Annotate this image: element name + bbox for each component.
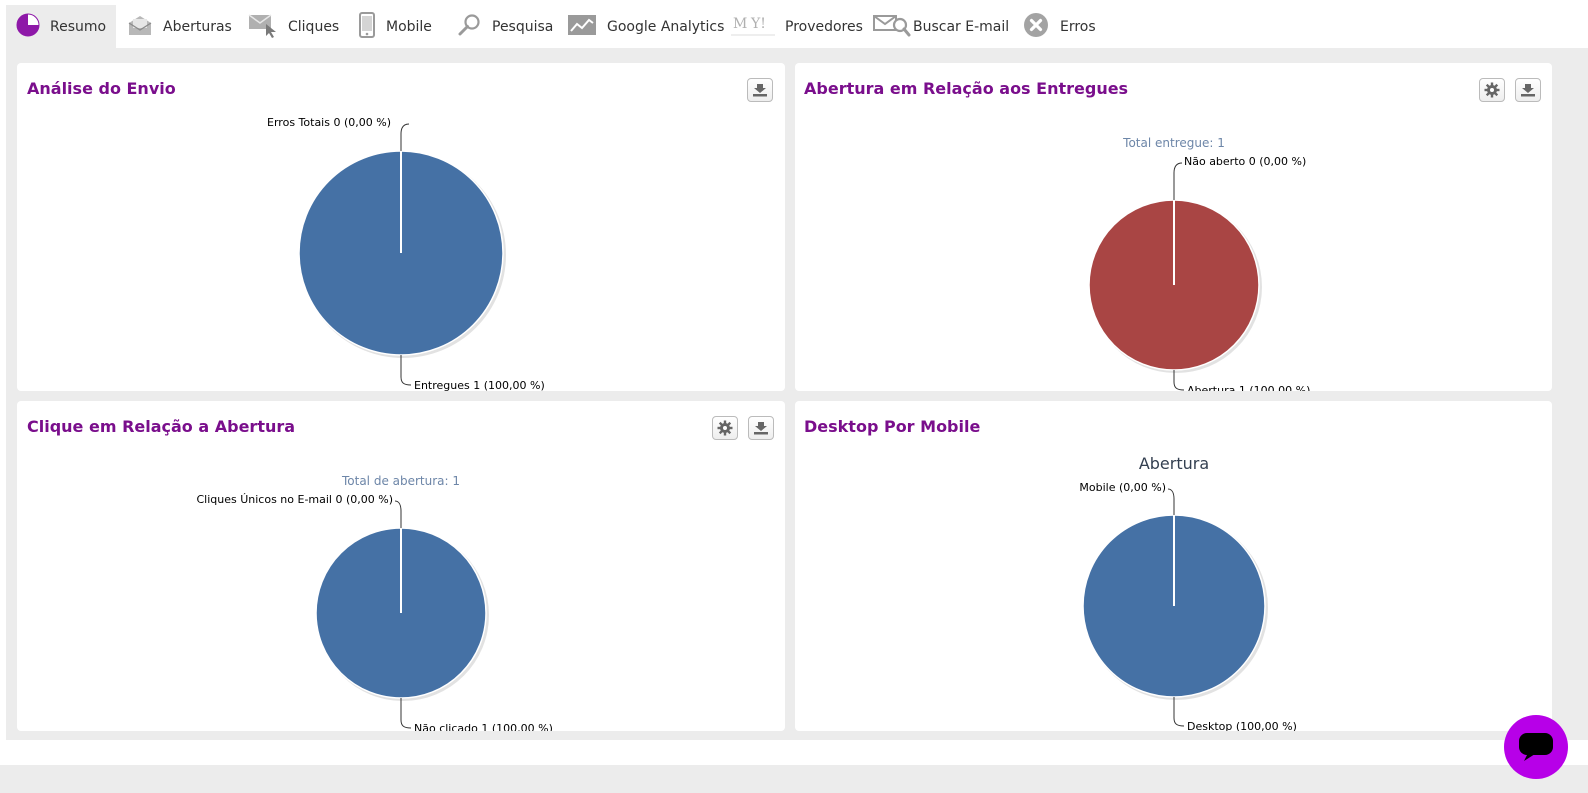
panel-analise-envio: Erros Totais 0 (0,00 %) Entregues 1 (100,… [17, 63, 785, 391]
pie-chart-desktop-mobile: Mobile (0,00 %) Desktop (100,00 %) Abertur… [1079, 454, 1297, 731]
data-label: Não aberto 0 (0,00 %) [1184, 155, 1306, 168]
search-email-icon [873, 12, 911, 42]
data-label: Entregues 1 (100,00 %) [414, 379, 545, 391]
chart-subtitle: Total de abertura: 1 [341, 474, 460, 488]
data-label: Abertura 1 (100,00 %) [1187, 384, 1310, 391]
panel-clique-abertura: Cliques Únicos no E-mail 0 (0,00 %) Não c… [17, 401, 785, 731]
download-icon [754, 422, 768, 435]
panel-title: Análise do Envio [27, 79, 176, 98]
tab-resumo[interactable]: Resumo [6, 5, 116, 48]
svg-text:M: M [733, 16, 747, 32]
svg-text:Y!: Y! [750, 16, 766, 32]
tab-label: Provedores [785, 18, 863, 35]
analytics-chart-icon [567, 14, 597, 40]
tab-label: Mobile [386, 18, 432, 35]
tab-google-analytics[interactable]: Google Analytics [567, 5, 724, 48]
tab-provedores[interactable]: M Y! Provedores [731, 5, 863, 48]
label-connector [1173, 697, 1185, 727]
footer-strip [0, 765, 1588, 793]
panel-title: Clique em Relação a Abertura [27, 417, 296, 436]
gear-icon [1484, 82, 1500, 98]
panel-desktop-mobile: Mobile (0,00 %) Desktop (100,00 %) Abertur… [795, 401, 1552, 731]
data-label: Mobile (0,00 %) [1079, 481, 1166, 494]
providers-logo-icon: M Y! [731, 13, 775, 41]
tab-label: Buscar E-mail [913, 18, 1010, 35]
search-icon [458, 13, 482, 41]
pie-chart-icon [16, 13, 40, 41]
tab-mobile[interactable]: Mobile [358, 5, 432, 48]
settings-button[interactable] [712, 416, 738, 440]
chart-subtitle: Total entregue: 1 [1122, 136, 1225, 150]
label-connector [1173, 370, 1185, 391]
data-label: Não clicado 1 (100,00 %) [414, 722, 553, 731]
label-connector [1167, 488, 1175, 515]
settings-button[interactable] [1479, 78, 1505, 102]
tab-bar: Resumo Aberturas Cliques Mobile Pesquisa… [0, 0, 1588, 48]
pie-chart-entregues: Não aberto 0 (0,00 %) Abertura 1 (100,00 … [1088, 136, 1310, 391]
pie-chart-envio: Erros Totais 0 (0,00 %) Entregues 1 (100,… [267, 116, 545, 391]
pie-chart-clique: Cliques Únicos no E-mail 0 (0,00 %) Não c… [196, 474, 553, 731]
download-icon [1521, 84, 1535, 97]
download-icon [753, 84, 767, 97]
panel-title: Desktop Por Mobile [804, 417, 981, 436]
tab-buscar-email[interactable]: Buscar E-mail [873, 5, 1009, 48]
tab-label: Resumo [50, 18, 107, 35]
tab-label: Cliques [288, 18, 340, 35]
download-button[interactable] [748, 416, 774, 440]
chart-title: Abertura [1139, 454, 1209, 473]
label-connector [400, 123, 410, 151]
open-envelope-icon [127, 13, 153, 41]
tab-cliques[interactable]: Cliques [248, 5, 339, 48]
click-envelope-icon [248, 12, 278, 42]
data-label: Erros Totais 0 (0,00 %) [267, 116, 391, 129]
chat-button[interactable] [1504, 715, 1568, 779]
tab-pesquisa[interactable]: Pesquisa [458, 5, 553, 48]
gear-icon [717, 420, 733, 436]
panel-abertura-entregues: Não aberto 0 (0,00 %) Abertura 1 (100,00 … [795, 63, 1552, 391]
download-button[interactable] [1515, 78, 1541, 102]
panel-title: Abertura em Relação aos Entregues [804, 79, 1129, 98]
tab-label: Pesquisa [492, 18, 554, 35]
error-x-icon [1023, 12, 1049, 42]
chat-bubble-icon [1519, 733, 1553, 761]
data-label: Cliques Únicos no E-mail 0 (0,00 %) [196, 493, 393, 506]
tab-label: Google Analytics [607, 18, 725, 35]
label-connector [400, 698, 412, 729]
tab-erros[interactable]: Erros [1023, 5, 1096, 48]
label-connector [400, 355, 412, 386]
label-connector [1173, 162, 1183, 200]
mobile-phone-icon [358, 11, 376, 42]
tab-label: Erros [1060, 18, 1096, 35]
label-connector [394, 500, 402, 528]
data-label: Desktop (100,00 %) [1187, 720, 1297, 731]
download-button[interactable] [747, 78, 773, 102]
tab-label: Aberturas [163, 18, 232, 35]
tab-aberturas[interactable]: Aberturas [127, 5, 232, 48]
